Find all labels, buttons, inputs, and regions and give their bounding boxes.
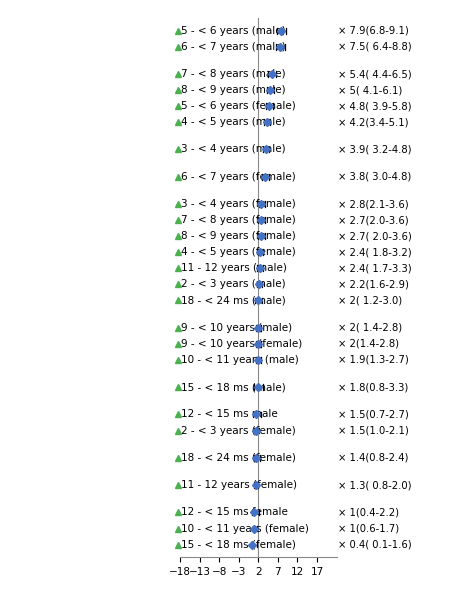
Text: 12 - < 15 ms male: 12 - < 15 ms male bbox=[181, 410, 278, 419]
Text: 6 - < 7 years (male): 6 - < 7 years (male) bbox=[181, 42, 285, 52]
Text: × 1.4(0.8-2.4): × 1.4(0.8-2.4) bbox=[337, 453, 408, 463]
Text: × 1.9(1.3-2.7): × 1.9(1.3-2.7) bbox=[337, 355, 409, 365]
Text: 15 - < 18 ms (male): 15 - < 18 ms (male) bbox=[181, 382, 286, 392]
Text: 3 - < 4 years (female): 3 - < 4 years (female) bbox=[181, 199, 296, 209]
Text: 8 - < 9 years (female): 8 - < 9 years (female) bbox=[181, 231, 296, 241]
Text: × 2( 1.4-2.8): × 2( 1.4-2.8) bbox=[337, 323, 402, 333]
Text: 4 - < 5 years (female): 4 - < 5 years (female) bbox=[181, 247, 296, 257]
Text: 3 - < 4 years (male): 3 - < 4 years (male) bbox=[181, 145, 285, 155]
Text: × 2.7(2.0-3.6): × 2.7(2.0-3.6) bbox=[337, 215, 408, 225]
Text: 8 - < 9 years (male): 8 - < 9 years (male) bbox=[181, 85, 285, 95]
Text: × 1(0.4-2.2): × 1(0.4-2.2) bbox=[337, 508, 399, 518]
Text: × 1.8(0.8-3.3): × 1.8(0.8-3.3) bbox=[337, 382, 408, 392]
Text: 7 - < 8 years (male): 7 - < 8 years (male) bbox=[181, 69, 285, 79]
Text: × 2.2(1.6-2.9): × 2.2(1.6-2.9) bbox=[337, 279, 409, 289]
Text: × 2( 1.2-3.0): × 2( 1.2-3.0) bbox=[337, 295, 402, 305]
Text: × 7.5( 6.4-8.8): × 7.5( 6.4-8.8) bbox=[337, 42, 411, 52]
Text: × 0.4( 0.1-1.6): × 0.4( 0.1-1.6) bbox=[337, 540, 411, 550]
Text: 5 - < 6 years (male): 5 - < 6 years (male) bbox=[181, 25, 285, 36]
Text: × 4.8( 3.9-5.8): × 4.8( 3.9-5.8) bbox=[337, 101, 411, 111]
Text: 5 - < 6 years (female): 5 - < 6 years (female) bbox=[181, 101, 296, 111]
Text: × 2.7( 2.0-3.6): × 2.7( 2.0-3.6) bbox=[337, 231, 411, 241]
Text: × 2.4( 1.7-3.3): × 2.4( 1.7-3.3) bbox=[337, 263, 411, 273]
Text: 11 - 12 years (male): 11 - 12 years (male) bbox=[181, 263, 287, 273]
Text: 10 - < 11 years (male): 10 - < 11 years (male) bbox=[181, 355, 299, 365]
Text: 4 - < 5 years (male): 4 - < 5 years (male) bbox=[181, 117, 285, 127]
Text: × 5.4( 4.4-6.5): × 5.4( 4.4-6.5) bbox=[337, 69, 411, 79]
Text: 9 - < 10 years (female): 9 - < 10 years (female) bbox=[181, 339, 302, 349]
Text: × 3.8( 3.0-4.8): × 3.8( 3.0-4.8) bbox=[337, 172, 411, 182]
Text: × 7.9(6.8-9.1): × 7.9(6.8-9.1) bbox=[337, 25, 409, 36]
Text: 10 - < 11 years (female): 10 - < 11 years (female) bbox=[181, 524, 309, 534]
Text: × 2.4( 1.8-3.2): × 2.4( 1.8-3.2) bbox=[337, 247, 411, 257]
Text: 18 - < 24 ms (female): 18 - < 24 ms (female) bbox=[181, 453, 296, 463]
Text: × 4.2(3.4-5.1): × 4.2(3.4-5.1) bbox=[337, 117, 408, 127]
Text: 15 - < 18 ms (female): 15 - < 18 ms (female) bbox=[181, 540, 296, 550]
Text: × 1.5(1.0-2.1): × 1.5(1.0-2.1) bbox=[337, 426, 409, 435]
Text: 2 - < 3 years (male): 2 - < 3 years (male) bbox=[181, 279, 285, 289]
Text: 11 - 12 years (female): 11 - 12 years (female) bbox=[181, 480, 297, 490]
Text: × 1(0.6-1.7): × 1(0.6-1.7) bbox=[337, 524, 399, 534]
Text: × 1.3( 0.8-2.0): × 1.3( 0.8-2.0) bbox=[337, 480, 411, 490]
Text: × 1.5(0.7-2.7): × 1.5(0.7-2.7) bbox=[337, 410, 409, 419]
Text: 18 - < 24 ms (male): 18 - < 24 ms (male) bbox=[181, 295, 286, 305]
Text: 9 - < 10 years (male): 9 - < 10 years (male) bbox=[181, 323, 292, 333]
Text: × 2.8(2.1-3.6): × 2.8(2.1-3.6) bbox=[337, 199, 408, 209]
Text: × 5( 4.1-6.1): × 5( 4.1-6.1) bbox=[337, 85, 402, 95]
Text: 6 - < 7 years (female): 6 - < 7 years (female) bbox=[181, 172, 296, 182]
Text: 2 - < 3 years (female): 2 - < 3 years (female) bbox=[181, 426, 296, 435]
Text: 12 - < 15 ms female: 12 - < 15 ms female bbox=[181, 508, 288, 518]
Text: 7 - < 8 years (female): 7 - < 8 years (female) bbox=[181, 215, 296, 225]
Text: × 2(1.4-2.8): × 2(1.4-2.8) bbox=[337, 339, 399, 349]
Text: × 3.9( 3.2-4.8): × 3.9( 3.2-4.8) bbox=[337, 145, 411, 155]
